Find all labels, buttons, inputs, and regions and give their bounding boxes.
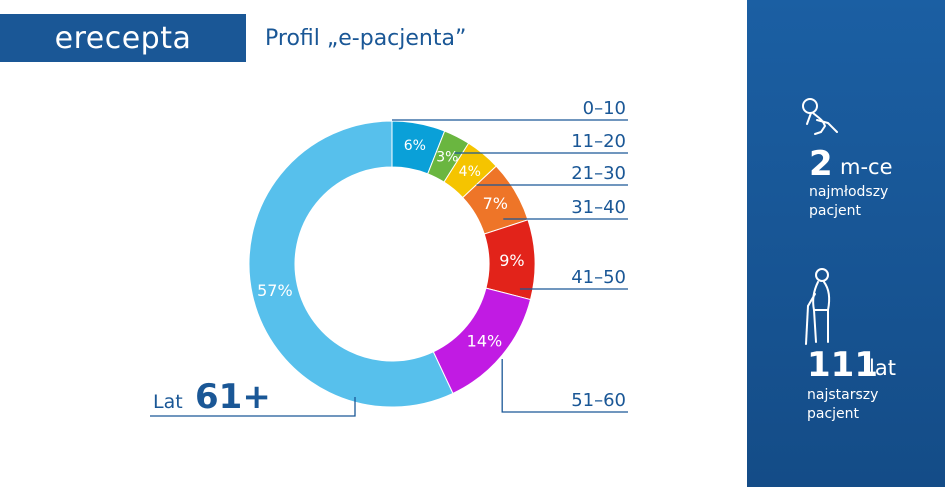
youngest-unit: m-ce (840, 155, 893, 179)
logo: erecepta (0, 14, 246, 62)
oldest-unit: lat (869, 356, 896, 380)
pct-label-4: 7% (483, 194, 508, 213)
category-label-3: 21–30 (571, 163, 626, 184)
oldest-label-line1: najstarszy (807, 387, 879, 403)
big-label-value: 61+ (195, 377, 271, 417)
pct-label-6: 14% (467, 331, 503, 350)
category-label-2: 11–20 (571, 131, 626, 152)
pct-label-2: 3% (436, 149, 458, 165)
category-label-1: 0–10 (583, 98, 626, 119)
youngest-label-line1: najmłodszy (809, 184, 889, 200)
baby-icon (802, 98, 838, 135)
oldest-value: 111 (807, 345, 878, 385)
side-panel: 2 m-ce najmłodszy pacjent 111 lat najsta… (747, 0, 945, 487)
elderly-person-icon (805, 268, 831, 345)
donut-chart: 6% 3%4%7% 9% 14% 57% 0–10 11–20 21–30 31–40 41–5… (150, 98, 628, 417)
category-label-4: 31–40 (571, 197, 626, 218)
big-label-prefix: Lat (153, 391, 183, 413)
pct-label-7: 57% (257, 281, 293, 300)
slice-7 (248, 120, 454, 408)
pct-label-1: 6% (404, 138, 426, 154)
callout-line-7 (150, 397, 356, 417)
page-title: Profil „e-pacjenta” (265, 26, 467, 51)
callout-line-6 (501, 359, 628, 413)
pct-label-5: 9% (499, 251, 524, 270)
oldest-label-line2: pacjent (807, 406, 860, 422)
logo-text: erecepta (54, 20, 192, 56)
category-label-5: 41–50 (571, 267, 626, 288)
pct-label-3: 4% (459, 164, 481, 180)
youngest-value: 2 (809, 144, 833, 184)
youngest-label-line2: pacjent (809, 203, 862, 219)
category-label-6: 51–60 (571, 390, 626, 411)
